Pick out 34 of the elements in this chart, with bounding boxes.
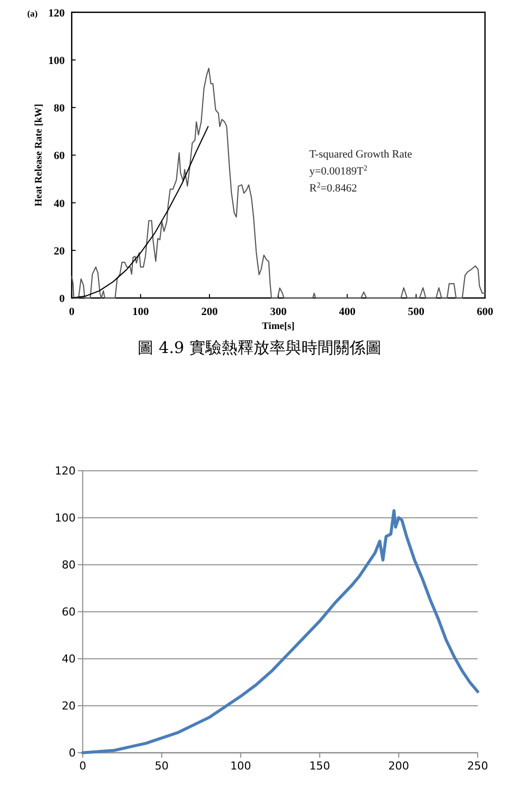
caption: 圖 4.9 實驗熱釋放率與時間關係圖 <box>138 338 382 357</box>
y-tick-label: 0 <box>68 746 76 760</box>
x-tick-label: 400 <box>338 306 356 318</box>
x-tick-label: 50 <box>154 760 169 773</box>
chart-title: (a) <box>27 8 38 18</box>
y-tick-label: 80 <box>54 102 66 115</box>
y-tick-label: 120 <box>54 464 76 478</box>
annotation: R$^{2}$=0.8462 <box>309 180 358 195</box>
y-tick-label: 100 <box>48 54 66 67</box>
x-tick-label: 0 <box>79 760 86 773</box>
y-tick-label: 20 <box>62 700 76 713</box>
y-tick-label: 60 <box>62 606 76 619</box>
x-tick-label: 600 <box>476 306 494 318</box>
x-tick-label: 250 <box>467 760 488 773</box>
line-series <box>71 68 486 299</box>
y-tick-label: 100 <box>54 512 76 525</box>
y-tick-label: 120 <box>48 7 66 20</box>
x-tick-label: 500 <box>408 306 425 318</box>
x-tick-label: 100 <box>132 306 150 318</box>
x-tick-label: 300 <box>270 306 288 318</box>
x-tick-label: 100 <box>230 760 252 773</box>
y-tick-label: 40 <box>54 198 66 210</box>
annotation: T-squared Growth Rate <box>309 148 412 161</box>
x-tick-label: 200 <box>201 306 218 318</box>
y-tick-label: 20 <box>54 245 66 258</box>
x-tick-label: 200 <box>388 760 410 773</box>
y-tick-label: 60 <box>54 150 66 162</box>
annotation: y=0.00189T$^{2}$ <box>309 163 368 178</box>
y-tick-label: 0 <box>59 293 66 305</box>
y-tick-label: 80 <box>62 558 76 572</box>
x-axis-title: Time[s] <box>262 321 295 332</box>
y-axis-title: Heat Release Rate [kW] <box>34 104 45 206</box>
y-tick-label: 40 <box>62 652 76 666</box>
x-tick-label: 150 <box>309 760 330 773</box>
